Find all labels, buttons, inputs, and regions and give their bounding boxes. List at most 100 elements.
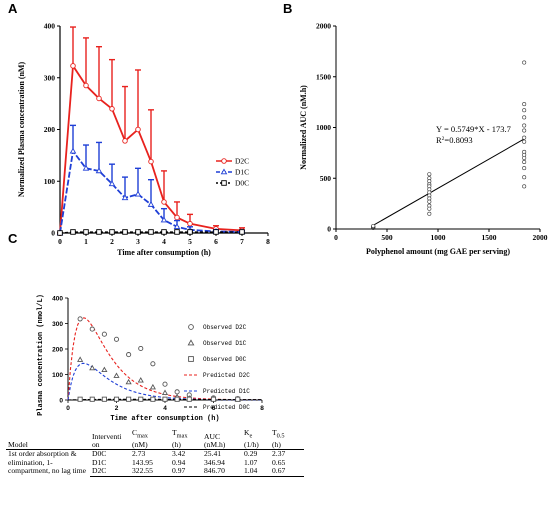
c-observed-point (125, 378, 132, 385)
c-observed-point (149, 383, 156, 390)
b-regression-equation: Y = 0.5749*X - 173.7 (436, 124, 511, 134)
b-x-tick-label: 500 (381, 233, 393, 242)
b-data-point (522, 166, 527, 171)
c-y-tick-label: 400 (52, 295, 63, 302)
a-data-point (108, 180, 116, 187)
a-x-tick-label: 3 (136, 237, 140, 246)
a-data-point (148, 229, 154, 235)
header-tmax-sub: max (176, 432, 188, 440)
c-y-tick-label: 300 (52, 321, 63, 328)
c-observed-point (138, 396, 144, 402)
cell-ke: 1.07 (244, 457, 258, 467)
panel-a-letter: A (8, 1, 18, 16)
panel-a-chart: 0 100 200 300 400 0 1 2 3 4 5 6 7 8 Time after consump… (17, 22, 270, 258)
c-x-tick-label: 6 (212, 405, 216, 412)
cell-t05: 0.65 (272, 457, 286, 467)
c-observed-point (89, 364, 96, 371)
a-data-point (109, 106, 115, 112)
header-auc: AUC (nM.h) (204, 431, 226, 449)
c-observed-point (162, 381, 168, 387)
c-observed-point (113, 396, 120, 402)
c-legend-label: Observed D1C (203, 340, 247, 347)
a-data-point (96, 229, 102, 235)
c-legend-label: Predicted D1C (203, 388, 250, 395)
c-observed-point (101, 331, 107, 337)
a-data-point (134, 190, 142, 197)
c-legend-label: Observed D0C (203, 356, 247, 363)
header-cmax-sub: max (137, 432, 148, 440)
c-observed-point (210, 396, 217, 402)
c-observed-point (77, 396, 83, 402)
cell-intervention: D0C (92, 449, 107, 459)
a-legend-label: D2C (235, 157, 249, 166)
a-data-point (83, 229, 89, 235)
a-data-point (69, 147, 77, 154)
b-y-tick-label: 1000 (316, 123, 331, 132)
a-data-point (96, 95, 102, 102)
a-data-point (148, 158, 154, 165)
header-cmax-unit: (nM) (132, 439, 148, 449)
table-row: 1st order absorption & elimination, 1-co… (6, 449, 304, 475)
a-x-tick-label: 2 (110, 237, 114, 246)
a-series-d2c (57, 26, 245, 236)
b-data-point (522, 108, 527, 113)
b-data-point (522, 123, 527, 128)
col-intervention: Interventi on (90, 429, 130, 451)
c-observed-point (101, 396, 107, 402)
a-y-tick-label: 200 (44, 125, 56, 134)
b-data-point (522, 155, 527, 160)
a-data-point (213, 229, 219, 235)
b-y-tick-label: 2000 (316, 22, 331, 31)
header-tmax: T (172, 428, 177, 437)
a-data-point (70, 229, 76, 235)
table-row: D2C 322.55 0.97 846.70 1.04 0.67 (6, 466, 304, 477)
a-x-tick-label: 6 (214, 237, 218, 246)
cell-tmax: 0.97 (170, 466, 202, 477)
a-legend-marker (221, 180, 227, 186)
c-x-axis-title: Time after consumption (h) (110, 415, 219, 423)
c-observed-point (126, 396, 132, 402)
a-legend-marker (220, 168, 228, 175)
a-data-point (160, 216, 168, 223)
a-x-tick-label: 7 (240, 237, 244, 246)
a-x-axis-title: Time after consumption (h) (117, 248, 211, 257)
a-data-point (57, 230, 63, 236)
a-legend: D2C D1C D0C (216, 157, 249, 188)
c-observed-point (138, 345, 144, 352)
c-observed-point (162, 396, 168, 402)
col-ke: Ke (1/h) (242, 428, 270, 451)
c-observed-point (174, 396, 180, 402)
a-legend-label: D1C (235, 168, 249, 177)
a-y-tick-label: 100 (44, 177, 56, 186)
b-data-point (522, 160, 527, 165)
c-observed-point (137, 377, 144, 383)
a-legend-label: D0C (235, 179, 249, 188)
c-legend-marker (188, 324, 194, 330)
a-x-tick-label: 4 (162, 237, 166, 246)
c-y-tick-label: 200 (52, 346, 63, 353)
b-r-squared-value: =0.8093 (444, 135, 472, 145)
b-x-tick-label: 1500 (482, 233, 497, 242)
b-x-tick-label: 2000 (533, 233, 548, 242)
pk-parameter-table: Model Interventi on Cmax (nM) Tmax (h) AUC… (6, 428, 304, 477)
c-observed-point (161, 389, 169, 395)
c-observed-point (77, 356, 84, 362)
c-observed-point (150, 396, 156, 402)
c-observed-point (101, 366, 108, 373)
header-tmax-unit: (h) (172, 439, 181, 449)
a-data-point (70, 63, 76, 69)
c-observed-point (235, 396, 241, 402)
cell-auc: 846.70 (202, 466, 242, 477)
col-cmax: Cmax (nM) (130, 428, 170, 451)
c-x-tick-label: 8 (260, 405, 264, 412)
a-data-point (122, 229, 128, 235)
c-observed-point (186, 396, 192, 402)
header-ke-unit: (1/h) (244, 439, 259, 449)
a-data-point (122, 138, 128, 144)
b-x-tick-label: 1000 (431, 233, 446, 242)
header-t05-sub: 0.5 (276, 432, 285, 440)
header-cmax: C (132, 428, 138, 437)
a-x-tick-label: 0 (58, 237, 62, 246)
a-data-point (161, 229, 167, 235)
b-data-point (522, 115, 527, 120)
